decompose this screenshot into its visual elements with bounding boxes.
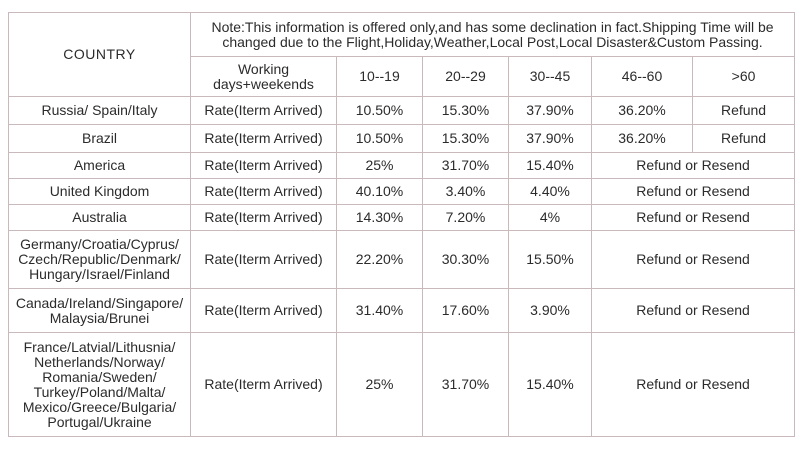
value-cell: 7.20% bbox=[422, 204, 509, 231]
range-header-30-45: 30--45 bbox=[508, 56, 592, 97]
value-cell: 36.20% bbox=[591, 124, 693, 153]
rate-label-cell: Rate(Iterm Arrived) bbox=[190, 96, 337, 125]
outcome-cell: Refund bbox=[691, 124, 796, 153]
table-row: Canada/Ireland/Singapore/ Malaysia/Brune… bbox=[8, 288, 796, 333]
outcome-cell: Refund or Resend bbox=[590, 230, 796, 289]
outcome-cell: Refund or Resend bbox=[590, 204, 796, 231]
value-cell: 15.40% bbox=[508, 152, 592, 179]
working-days-header: Working days+weekends bbox=[190, 56, 337, 97]
table-row: United Kingdom Rate(Iterm Arrived) 40.10… bbox=[8, 178, 796, 205]
country-cell: France/Latvial/Lithusnia/ Netherlands/No… bbox=[8, 332, 191, 437]
table-row: Russia/ Spain/Italy Rate(Iterm Arrived) … bbox=[8, 96, 796, 125]
outcome-cell: Refund bbox=[691, 96, 796, 125]
value-cell: 22.20% bbox=[336, 230, 423, 289]
shipping-note: Note:This information is offered only,an… bbox=[189, 12, 796, 57]
table-row: America Rate(Iterm Arrived) 25% 31.70% 1… bbox=[8, 152, 796, 179]
country-column-header: COUNTRY bbox=[8, 12, 191, 97]
value-cell: 15.30% bbox=[422, 124, 509, 153]
country-cell: Russia/ Spain/Italy bbox=[8, 96, 191, 125]
country-cell: Brazil bbox=[8, 124, 191, 153]
header-note-row: COUNTRY Note:This information is offered… bbox=[8, 12, 796, 97]
value-cell: 37.90% bbox=[508, 124, 592, 153]
value-cell: 37.90% bbox=[508, 96, 592, 125]
country-cell: Germany/Croatia/Cyprus/ Czech/Republic/D… bbox=[8, 230, 191, 289]
rate-label-cell: Rate(Iterm Arrived) bbox=[190, 332, 337, 437]
value-cell: 25% bbox=[336, 332, 423, 437]
header-range-row: Working days+weekends 10--19 20--29 30--… bbox=[9, 56, 796, 97]
value-cell: 14.30% bbox=[336, 204, 423, 231]
outcome-cell: Refund or Resend bbox=[590, 178, 796, 205]
value-cell: 10.50% bbox=[336, 96, 423, 125]
value-cell: 30.30% bbox=[422, 230, 509, 289]
value-cell: 4% bbox=[508, 204, 592, 231]
table-row: France/Latvial/Lithusnia/ Netherlands/No… bbox=[8, 332, 796, 437]
value-cell: 3.40% bbox=[422, 178, 509, 205]
outcome-cell: Refund or Resend bbox=[590, 288, 796, 333]
range-header-10-19: 10--19 bbox=[336, 56, 423, 97]
value-cell: 31.40% bbox=[336, 288, 423, 333]
table-row: Australia Rate(Iterm Arrived) 14.30% 7.2… bbox=[8, 204, 796, 231]
country-cell: Canada/Ireland/Singapore/ Malaysia/Brune… bbox=[8, 288, 191, 333]
value-cell: 15.40% bbox=[508, 332, 592, 437]
table-row: Brazil Rate(Iterm Arrived) 10.50% 15.30%… bbox=[8, 124, 796, 153]
country-cell: America bbox=[8, 152, 191, 179]
range-header-over-60: >60 bbox=[691, 56, 796, 97]
table-row: Germany/Croatia/Cyprus/ Czech/Republic/D… bbox=[8, 230, 796, 289]
outcome-cell: Refund or Resend bbox=[590, 332, 796, 437]
value-cell: 3.90% bbox=[508, 288, 592, 333]
value-cell: 15.50% bbox=[508, 230, 592, 289]
outcome-cell: Refund or Resend bbox=[590, 152, 796, 179]
value-cell: 4.40% bbox=[508, 178, 592, 205]
value-cell: 25% bbox=[336, 152, 423, 179]
range-header-20-29: 20--29 bbox=[422, 56, 509, 97]
value-cell: 10.50% bbox=[336, 124, 423, 153]
rate-label-cell: Rate(Iterm Arrived) bbox=[190, 124, 337, 153]
rate-label-cell: Rate(Iterm Arrived) bbox=[190, 288, 337, 333]
rate-label-cell: Rate(Iterm Arrived) bbox=[190, 230, 337, 289]
rate-label-cell: Rate(Iterm Arrived) bbox=[190, 152, 337, 179]
rate-label-cell: Rate(Iterm Arrived) bbox=[190, 178, 337, 205]
rate-label-cell: Rate(Iterm Arrived) bbox=[190, 204, 337, 231]
range-header-46-60: 46--60 bbox=[591, 56, 693, 97]
country-cell: United Kingdom bbox=[8, 178, 191, 205]
value-cell: 31.70% bbox=[422, 332, 509, 437]
value-cell: 40.10% bbox=[336, 178, 423, 205]
value-cell: 15.30% bbox=[422, 96, 509, 125]
country-cell: Australia bbox=[8, 204, 191, 231]
value-cell: 36.20% bbox=[591, 96, 693, 125]
value-cell: 17.60% bbox=[422, 288, 509, 333]
value-cell: 31.70% bbox=[422, 152, 509, 179]
shipping-rate-table: COUNTRY Note:This information is offered… bbox=[8, 12, 796, 437]
